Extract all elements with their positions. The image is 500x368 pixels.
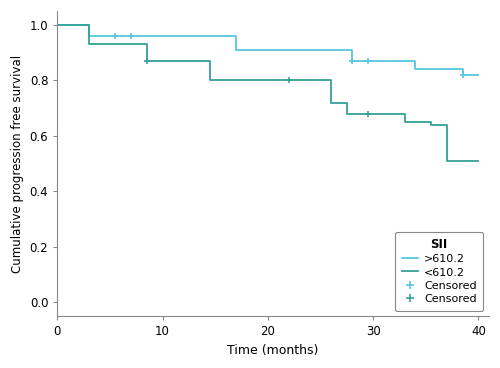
X-axis label: Time (months): Time (months) [228,344,319,357]
Y-axis label: Cumulative progression free survival: Cumulative progression free survival [11,54,24,273]
Legend: >610.2, <610.2, Censored, Censored: >610.2, <610.2, Censored, Censored [395,231,484,311]
